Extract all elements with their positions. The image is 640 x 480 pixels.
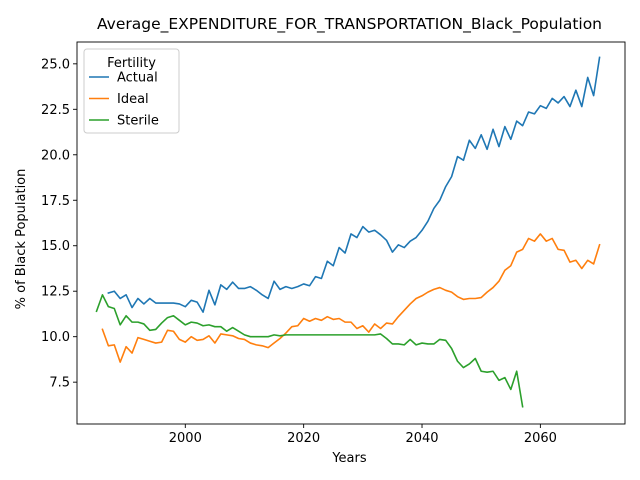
series-line-actual	[107, 56, 601, 313]
legend-title: Fertility	[107, 56, 156, 71]
y-tick-label: 22.5	[41, 103, 70, 118]
series-line-sterile	[95, 294, 524, 408]
y-axis-label: % of Black Population	[14, 169, 29, 310]
chart-title: Average_EXPENDITURE_FOR_TRANSPORTATION_B…	[97, 15, 602, 34]
y-tick-label: 12.5	[41, 285, 70, 300]
series-line-ideal	[101, 233, 601, 363]
x-tick-label: 2020	[287, 431, 320, 446]
y-tick-label: 7.5	[49, 376, 70, 391]
legend-box	[83, 48, 180, 134]
plot-frame	[76, 41, 626, 425]
y-tick-label: 17.5	[41, 194, 70, 209]
legend-label-sterile: Sterile	[117, 114, 159, 129]
plot-area: 2000 2020 2040 2060 7.5 10.0 12.5 15.0 17.5 20.0 2…	[41, 41, 626, 446]
y-tick-label: 10.0	[41, 330, 70, 345]
legend-label-actual: Actual	[117, 71, 158, 86]
y-tick-label: 25.0	[41, 57, 70, 72]
x-axis-label: Years	[331, 451, 367, 466]
x-tick-label: 2040	[405, 431, 438, 446]
x-tick-label: 2000	[169, 431, 202, 446]
y-tick-label: 15.0	[41, 239, 70, 254]
legend-label-ideal: Ideal	[117, 92, 149, 107]
y-tick-label: 20.0	[41, 148, 70, 163]
x-tick-label: 2060	[524, 431, 557, 446]
